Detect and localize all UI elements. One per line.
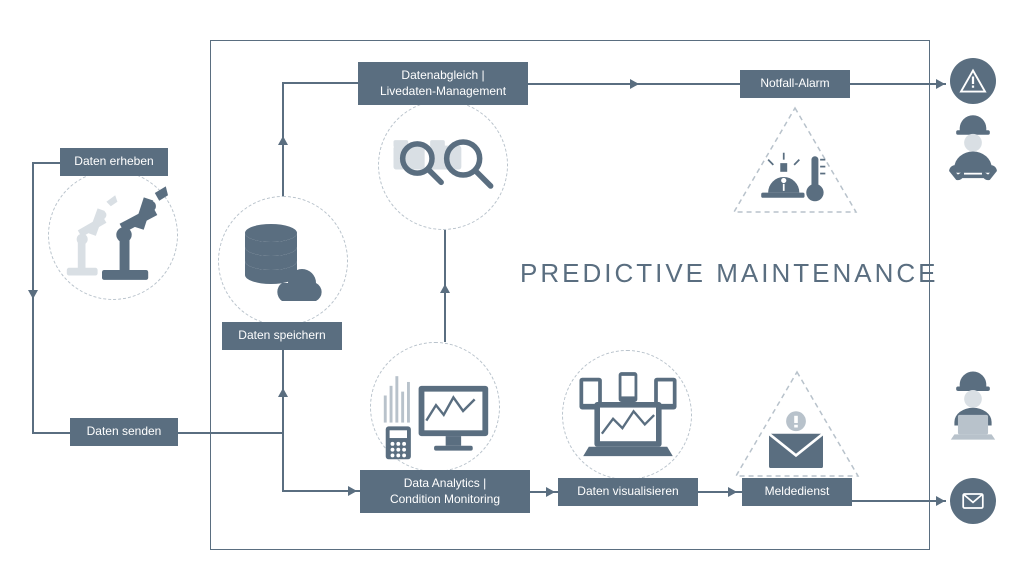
arrow-right-icon — [728, 487, 737, 497]
arrow-up-icon — [440, 284, 450, 293]
database-cloud-icon — [230, 208, 336, 314]
robot-arm-icon — [54, 178, 172, 296]
arrow-right-icon — [630, 79, 639, 89]
edge — [850, 83, 946, 85]
arrow-down-icon — [28, 290, 38, 299]
edge — [282, 82, 358, 84]
worker-laptop-icon — [942, 370, 1004, 442]
label-notfall-alarm: Notfall-Alarm — [740, 70, 850, 98]
label-daten-erheben: Daten erheben — [60, 148, 168, 176]
arrow-up-icon — [278, 136, 288, 145]
edge — [178, 432, 282, 434]
arrow-up-icon — [278, 388, 288, 397]
edge — [852, 500, 946, 502]
alarm-thermometer-icon — [756, 142, 834, 212]
label-meldedienst: Meldedienst — [742, 478, 852, 506]
edge — [32, 432, 70, 434]
edge — [32, 162, 60, 164]
label-data-analytics: Data Analytics | Condition Monitoring — [360, 470, 530, 513]
arrow-right-icon — [546, 487, 555, 497]
search-folders-icon — [388, 114, 498, 214]
diagram-title: PREDICTIVE MAINTENANCE — [520, 258, 939, 289]
label-daten-speichern: Daten speichern — [222, 322, 342, 350]
worker-wrench-icon — [942, 112, 1004, 184]
envelope-alert-icon — [760, 408, 832, 474]
arrow-right-icon — [936, 496, 945, 506]
edge — [282, 432, 284, 490]
label-daten-vis: Daten visualisieren — [558, 478, 698, 506]
devices-icon — [572, 360, 684, 472]
arrow-right-icon — [348, 486, 357, 496]
arrow-right-icon — [936, 79, 945, 89]
warning-circle-icon — [950, 58, 996, 104]
mail-circle-icon — [950, 478, 996, 524]
analytics-icon — [378, 352, 494, 468]
label-datenabgleich: Datenabgleich | Livedaten-Management — [358, 62, 528, 105]
label-daten-senden: Daten senden — [70, 418, 178, 446]
